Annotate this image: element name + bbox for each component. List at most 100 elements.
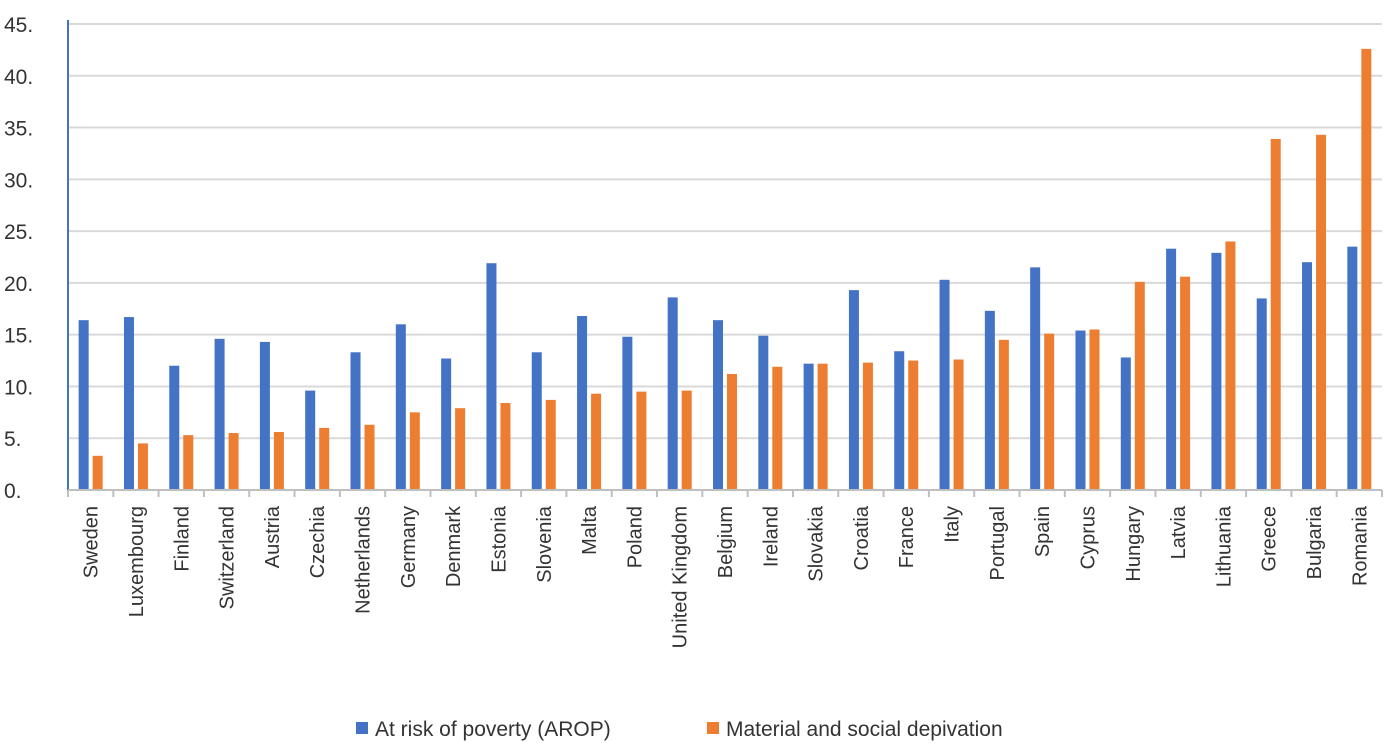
x-tick-label: Poland [624,506,646,568]
arop-bar-romania [1347,246,1358,490]
arop-bar-slovakia [803,363,814,490]
arop-bar-united-kingdom [667,297,678,490]
arop-bar-bulgaria [1302,262,1313,490]
x-tick-label: Luxembourg [126,506,148,617]
arop-bar-poland [622,336,633,490]
y-tick-label: 5. [4,428,22,451]
arop-bar-denmark [441,358,452,490]
arop-bar-greece [1256,298,1267,490]
deprivation-bar-united-kingdom [681,390,692,490]
arop-bar-spain [1030,267,1041,490]
arop-bar-croatia [848,290,859,490]
arop-bar-switzerland [214,338,225,490]
x-tick-label: Spain [1032,506,1054,557]
x-tick-label: Lithuania [1213,505,1235,587]
deprivation-bar-germany [409,412,420,490]
y-tick-label: 25. [4,221,33,244]
arop-bar-estonia [486,263,497,490]
y-tick-label: 10. [4,376,33,399]
x-tick-label: Czechia [307,505,329,578]
x-tick-label: Austria [262,505,284,568]
arop-bar-finland [169,365,180,490]
x-tick-label: Netherlands [353,506,375,614]
x-tick-label: Italy [942,506,964,543]
deprivation-bar-ireland [772,366,783,490]
deprivation-bar-spain [1044,333,1055,490]
deprivation-bar-latvia [1180,276,1191,490]
x-tick-label: United Kingdom [670,506,692,648]
x-tick-label: Portugal [987,506,1009,581]
deprivation-bar-finland [183,435,194,490]
legend-label: At risk of poverty (AROP) [375,718,611,741]
arop-bar-sweden [78,320,89,490]
x-tick-label: Greece [1259,506,1281,572]
x-tick-label: Malta [579,505,601,555]
arop-bar-france [894,351,905,490]
deprivation-bar-luxembourg [137,443,148,490]
deprivation-bar-greece [1270,138,1281,491]
y-tick-label: 35. [4,118,33,141]
bars [78,48,1372,491]
deprivation-bar-lithuania [1225,241,1236,490]
y-tick-label: 15. [4,325,33,348]
x-tick-label: Denmark [443,505,465,587]
arop-bar-cyprus [1075,330,1086,490]
arop-bar-ireland [758,335,769,490]
legend-label: Material and social depivation [726,718,1003,741]
arop-bar-latvia [1166,248,1177,490]
arop-bar-czechia [305,390,316,490]
deprivation-bar-netherlands [364,424,375,490]
arop-bar-italy [939,279,950,490]
x-tick-label: Hungary [1123,506,1145,582]
x-tick-label: Cyprus [1077,506,1099,569]
x-tick-label: Belgium [715,506,737,578]
x-tick-labels: Sweden Luxembourg Finland Switzerland Austri… [81,505,1372,648]
x-tick-label: Switzerland [217,506,239,609]
y-tick-label: 0. [4,480,22,503]
arop-bar-luxembourg [123,317,134,490]
deprivation-bar-austria [273,432,284,490]
legend: At risk of poverty (AROP) Material and so… [356,718,1003,741]
deprivation-bar-slovenia [545,399,556,490]
arop-bar-belgium [713,320,723,490]
y-tick-labels: 0. 5. 10. 15. 20. 25. 30. 35. 40. 45. [4,14,33,503]
deprivation-bar-sweden [92,455,103,490]
x-tick-label: Bulgaria [1304,505,1326,579]
arop-bar-slovenia [531,352,542,490]
arop-bar-netherlands [350,352,361,490]
x-tick-label: Sweden [81,506,103,578]
deprivation-bar-switzerland [228,433,239,490]
x-tick-label: Finland [171,506,193,572]
deprivation-bar-hungary [1134,281,1145,490]
arop-bar-germany [395,324,406,490]
y-tick-label: 20. [4,273,33,296]
deprivation-bar-romania [1361,48,1372,490]
y-tick-label: 40. [4,66,33,89]
legend-swatch [356,722,368,734]
deprivation-bar-malta [591,393,602,490]
arop-bar-austria [259,341,270,490]
deprivation-bar-estonia [500,403,511,490]
deprivation-bar-poland [636,391,647,490]
arop-bar-malta [577,316,588,490]
gridlines [68,23,1382,440]
deprivation-bar-croatia [862,362,873,490]
x-tick-label: Estonia [488,505,510,573]
deprivation-bar-belgium [727,374,737,490]
x-tick-label: France [896,506,918,568]
x-tick-label: Slovakia [806,505,828,581]
x-tick-label: Germany [398,506,420,588]
deprivation-bar-cyprus [1089,329,1100,490]
deprivation-bar-portugal [998,339,1009,490]
legend-swatch [707,722,719,734]
arop-bar-portugal [984,310,995,490]
arop-bar-hungary [1120,357,1131,490]
x-tick-label: Romania [1349,505,1371,586]
arop-bar-lithuania [1211,252,1222,490]
deprivation-bar-italy [953,359,964,490]
deprivation-bar-denmark [455,408,466,490]
axes [67,20,1383,497]
x-tick-label: Latvia [1168,505,1190,559]
